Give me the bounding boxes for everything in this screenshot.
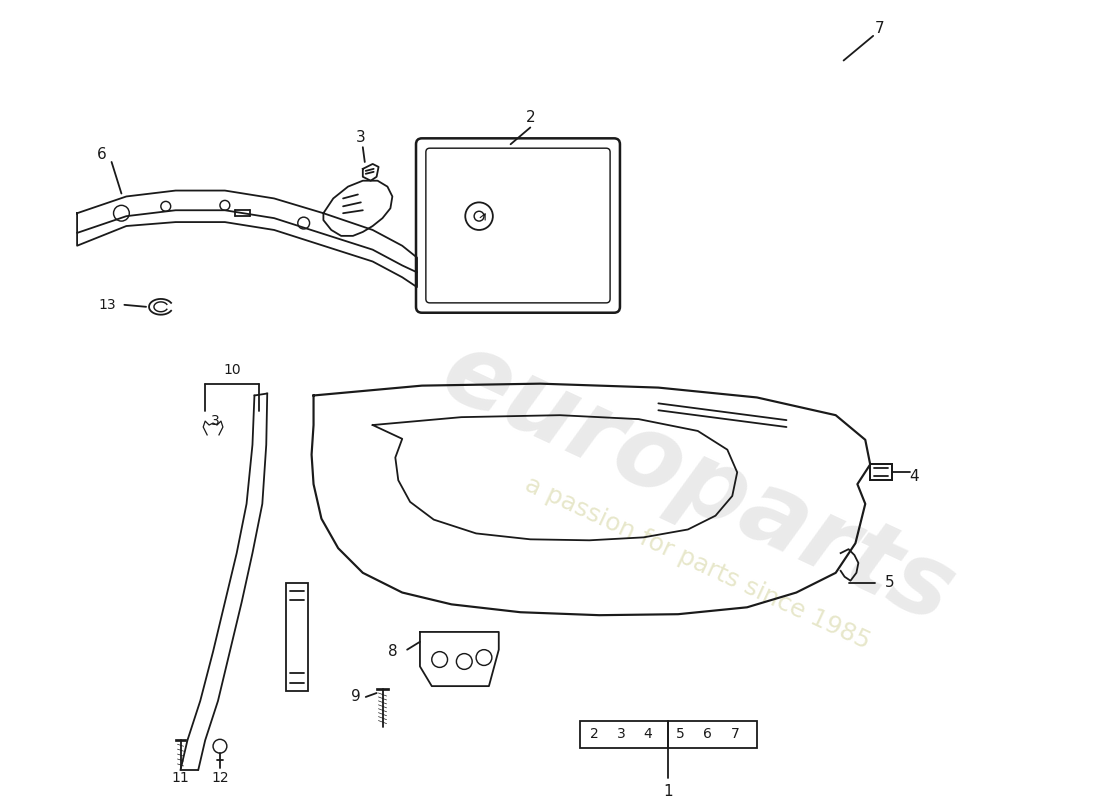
Text: 3: 3 bbox=[617, 727, 625, 742]
Text: 7: 7 bbox=[730, 727, 739, 742]
Text: europarts: europarts bbox=[427, 323, 969, 645]
Text: 9: 9 bbox=[351, 690, 361, 705]
Text: 5: 5 bbox=[886, 575, 894, 590]
Text: 1: 1 bbox=[663, 784, 673, 799]
Bar bbox=[870, 465, 892, 480]
Text: a passion for parts since 1985: a passion for parts since 1985 bbox=[521, 472, 874, 654]
Text: 3: 3 bbox=[356, 130, 365, 145]
Text: 2: 2 bbox=[590, 727, 598, 742]
Bar bbox=[286, 582, 308, 691]
Text: 11: 11 bbox=[172, 770, 189, 785]
Text: 10: 10 bbox=[223, 363, 241, 377]
Text: 5: 5 bbox=[675, 727, 684, 742]
Text: 2: 2 bbox=[526, 110, 535, 125]
Text: 6: 6 bbox=[97, 146, 107, 162]
Text: 13: 13 bbox=[99, 298, 117, 312]
Bar bbox=[668, 721, 757, 748]
Text: 7: 7 bbox=[876, 22, 884, 37]
Text: 4: 4 bbox=[910, 469, 920, 484]
Text: 4: 4 bbox=[644, 727, 652, 742]
Bar bbox=[580, 721, 668, 748]
Text: 8: 8 bbox=[387, 644, 397, 659]
Text: 12: 12 bbox=[211, 770, 229, 785]
Text: 3: 3 bbox=[210, 414, 219, 428]
Text: 6: 6 bbox=[703, 727, 712, 742]
